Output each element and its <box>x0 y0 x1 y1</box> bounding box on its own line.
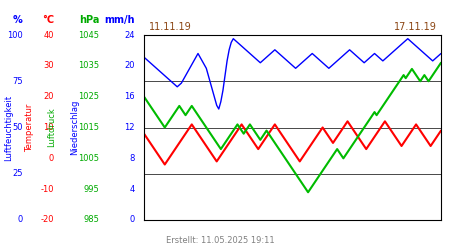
Text: 1015: 1015 <box>78 123 99 132</box>
Text: 100: 100 <box>7 30 22 40</box>
Text: 0: 0 <box>130 216 135 224</box>
Text: %: % <box>13 15 22 25</box>
Text: -10: -10 <box>40 185 54 194</box>
Text: 0: 0 <box>49 154 54 163</box>
Text: 20: 20 <box>44 92 54 101</box>
Text: 20: 20 <box>125 61 135 70</box>
Text: Luftfeuchtigkeit: Luftfeuchtigkeit <box>4 94 13 160</box>
Text: 24: 24 <box>125 30 135 40</box>
Text: 25: 25 <box>12 169 22 178</box>
Text: 985: 985 <box>83 216 99 224</box>
Text: 30: 30 <box>43 61 54 70</box>
Text: 1025: 1025 <box>78 92 99 101</box>
Text: 17.11.19: 17.11.19 <box>394 22 436 32</box>
Text: Niederschlag: Niederschlag <box>70 100 79 155</box>
Text: -20: -20 <box>40 216 54 224</box>
Text: Erstellt: 11.05.2025 19:11: Erstellt: 11.05.2025 19:11 <box>166 236 275 245</box>
Text: 75: 75 <box>12 77 22 86</box>
Text: 12: 12 <box>125 123 135 132</box>
Text: 1035: 1035 <box>78 61 99 70</box>
Text: Temperatur: Temperatur <box>25 103 34 152</box>
Text: 1045: 1045 <box>78 30 99 40</box>
Text: mm/h: mm/h <box>104 15 135 25</box>
Text: 0: 0 <box>17 216 22 224</box>
Text: Luftdruck: Luftdruck <box>47 108 56 147</box>
Text: °C: °C <box>42 15 54 25</box>
Text: 8: 8 <box>130 154 135 163</box>
Text: 40: 40 <box>44 30 54 40</box>
Text: hPa: hPa <box>79 15 99 25</box>
Text: 11.11.19: 11.11.19 <box>148 22 191 32</box>
Text: 10: 10 <box>44 123 54 132</box>
Text: 16: 16 <box>124 92 135 101</box>
Text: 995: 995 <box>83 185 99 194</box>
Text: 1005: 1005 <box>78 154 99 163</box>
Text: 4: 4 <box>130 185 135 194</box>
Text: 50: 50 <box>12 123 22 132</box>
